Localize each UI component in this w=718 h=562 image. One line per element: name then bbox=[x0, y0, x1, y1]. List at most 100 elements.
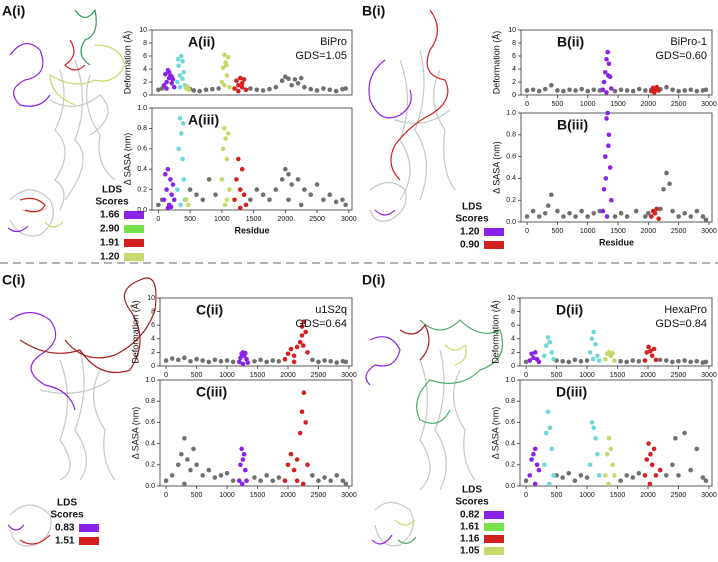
data-point bbox=[238, 462, 243, 468]
x-tick-label: 0 bbox=[524, 372, 528, 379]
data-point bbox=[551, 356, 556, 362]
y-tick-label: 0.4 bbox=[506, 175, 516, 182]
y-axis-label: Deformation (Å) bbox=[130, 300, 140, 364]
subpanel-label: D(ii) bbox=[556, 302, 583, 318]
data-point bbox=[340, 478, 346, 484]
data-point bbox=[243, 467, 248, 473]
y-tick-label: 0.4 bbox=[145, 440, 155, 447]
data-point bbox=[572, 478, 578, 484]
data-point bbox=[175, 56, 181, 62]
y-axis-label: Deformation (Å) bbox=[490, 300, 500, 364]
data-point bbox=[605, 110, 611, 116]
x-tick-label: 500 bbox=[552, 228, 564, 235]
data-point bbox=[273, 84, 279, 90]
legend-score: 0.82 bbox=[460, 510, 480, 521]
plot-frame bbox=[151, 107, 353, 211]
y-tick-label: 1.0 bbox=[505, 377, 515, 384]
data-point bbox=[180, 121, 186, 126]
data-point bbox=[530, 87, 536, 93]
data-point bbox=[243, 350, 248, 356]
structure-b bbox=[368, 9, 456, 222]
data-point bbox=[243, 87, 249, 93]
data-point bbox=[222, 52, 227, 57]
y-tick-label: 2 bbox=[512, 79, 516, 86]
legend-score: 1.16 bbox=[460, 534, 480, 545]
data-point bbox=[612, 88, 618, 94]
data-point bbox=[322, 358, 327, 363]
data-point bbox=[291, 467, 297, 473]
data-point bbox=[302, 84, 307, 90]
data-point bbox=[194, 462, 199, 468]
y-tick-label: 8 bbox=[143, 40, 147, 47]
x-tick-label: 1000 bbox=[580, 228, 596, 235]
data-point bbox=[254, 187, 260, 192]
plot-frame bbox=[519, 379, 713, 487]
data-point bbox=[624, 88, 630, 93]
data-point bbox=[230, 478, 236, 484]
y-tick-label: 0.8 bbox=[506, 132, 516, 139]
data-point bbox=[238, 355, 243, 361]
data-point bbox=[175, 357, 181, 363]
data-point bbox=[700, 214, 706, 219]
data-point bbox=[549, 82, 554, 88]
data-point bbox=[591, 210, 597, 216]
data-point bbox=[291, 359, 297, 365]
data-point bbox=[536, 88, 542, 94]
data-point bbox=[636, 358, 642, 364]
legend-score: 1.05 bbox=[460, 546, 480, 557]
data-point bbox=[292, 77, 298, 82]
x-tick-label: 1000 bbox=[219, 372, 235, 379]
data-point bbox=[200, 197, 206, 203]
data-point bbox=[169, 192, 174, 197]
data-point bbox=[606, 350, 612, 355]
data-point bbox=[578, 473, 584, 478]
data-point bbox=[225, 131, 231, 136]
legend-title: LDS bbox=[462, 485, 482, 496]
data-point bbox=[302, 187, 307, 192]
data-point bbox=[604, 56, 609, 62]
data-point bbox=[648, 451, 653, 457]
data-point bbox=[206, 359, 212, 365]
data-point bbox=[630, 88, 636, 94]
data-point bbox=[200, 358, 205, 363]
legend-swatch bbox=[124, 225, 144, 233]
data-point bbox=[606, 143, 611, 148]
y-tick-label: 0.8 bbox=[137, 125, 147, 132]
data-point bbox=[178, 131, 184, 136]
data-point bbox=[572, 357, 578, 363]
data-point bbox=[531, 451, 536, 457]
data-point bbox=[294, 478, 300, 484]
data-point bbox=[529, 457, 534, 462]
x-tick-label: 0 bbox=[164, 492, 168, 499]
legend-title: LDS bbox=[57, 498, 77, 509]
data-point bbox=[321, 197, 326, 203]
data-point bbox=[688, 467, 693, 473]
data-point bbox=[163, 358, 169, 363]
data-point bbox=[178, 53, 184, 59]
data-point bbox=[532, 350, 538, 355]
data-point bbox=[542, 462, 547, 468]
data-point bbox=[260, 88, 266, 93]
legend-swatch bbox=[484, 511, 504, 519]
subpanel-label: B(iii) bbox=[557, 117, 588, 133]
y-axis-label: Δ SASA (nm) bbox=[490, 407, 500, 460]
data-point bbox=[236, 156, 241, 162]
data-point bbox=[218, 473, 224, 478]
data-point bbox=[285, 351, 291, 357]
data-point bbox=[279, 78, 285, 83]
legend-swatch bbox=[484, 535, 504, 543]
data-point bbox=[609, 86, 614, 91]
y-tick-label: 1.0 bbox=[506, 110, 516, 117]
x-tick-label: 1000 bbox=[579, 492, 595, 499]
data-point bbox=[549, 350, 554, 355]
y-tick-label: 0.6 bbox=[506, 153, 516, 160]
y-tick-label: 2 bbox=[511, 349, 515, 356]
y-tick-label: 6 bbox=[143, 53, 147, 60]
data-point bbox=[545, 203, 551, 208]
data-point bbox=[530, 208, 536, 214]
data-point bbox=[220, 65, 226, 70]
data-point bbox=[543, 430, 549, 436]
x-tick-label: 2500 bbox=[671, 372, 687, 379]
x-tick-label: 3000 bbox=[701, 372, 717, 379]
subpanel-label: C(ii) bbox=[196, 302, 223, 318]
